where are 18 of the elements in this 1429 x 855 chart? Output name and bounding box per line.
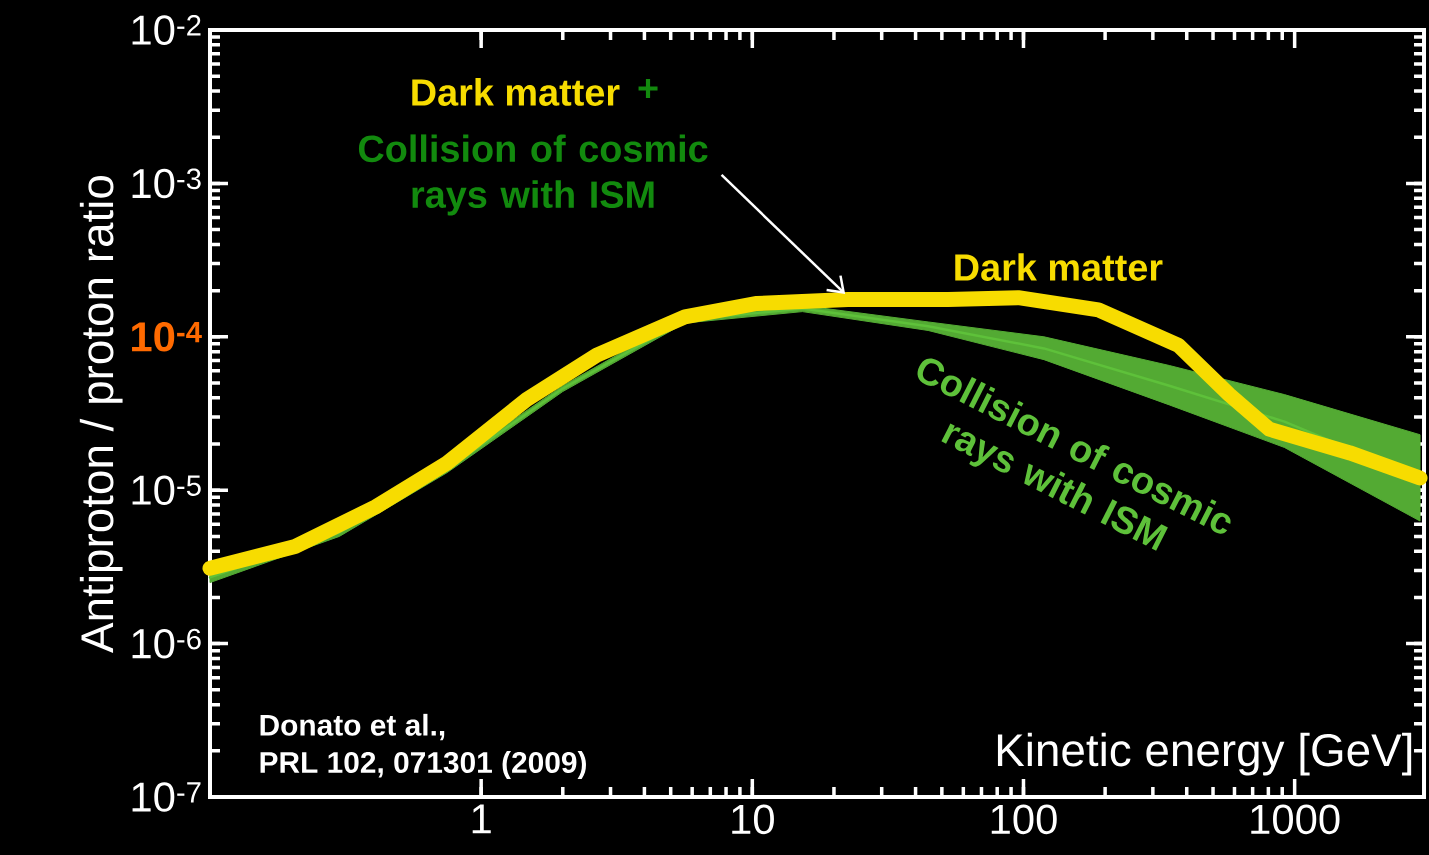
annotation: + — [638, 78, 658, 99]
annotation: PRL 102, 071301 (2009) — [260, 751, 586, 779]
x-axis-title: Kinetic energy [GeV] — [997, 732, 1412, 776]
y-tick-label: 10$^{-4}$ — [132, 321, 202, 352]
y-tick-label: 10$^{-6}$ — [132, 628, 201, 659]
y-tick-label: 10$^{-2}$ — [132, 15, 201, 45]
annotation: Dark matter — [412, 78, 620, 106]
annotation: Donato et al., — [260, 713, 445, 741]
x-tick-label: 100 — [991, 804, 1057, 835]
y-tick-label: 10$^{-7}$ — [132, 782, 201, 812]
x-tick-label: 1000 — [1251, 804, 1340, 835]
y-axis-title: Antiproton / proton ratio — [79, 176, 123, 653]
annotation: Collision of cosmic rays with ISM — [358, 134, 708, 216]
series-label: Dark matter — [955, 253, 1163, 281]
x-tick-label: 10 — [732, 804, 774, 835]
y-tick-label: 10$^{-5}$ — [132, 475, 201, 506]
y-tick-label: 10$^{-3}$ — [132, 168, 201, 199]
x-tick-label: 1 — [472, 804, 491, 834]
